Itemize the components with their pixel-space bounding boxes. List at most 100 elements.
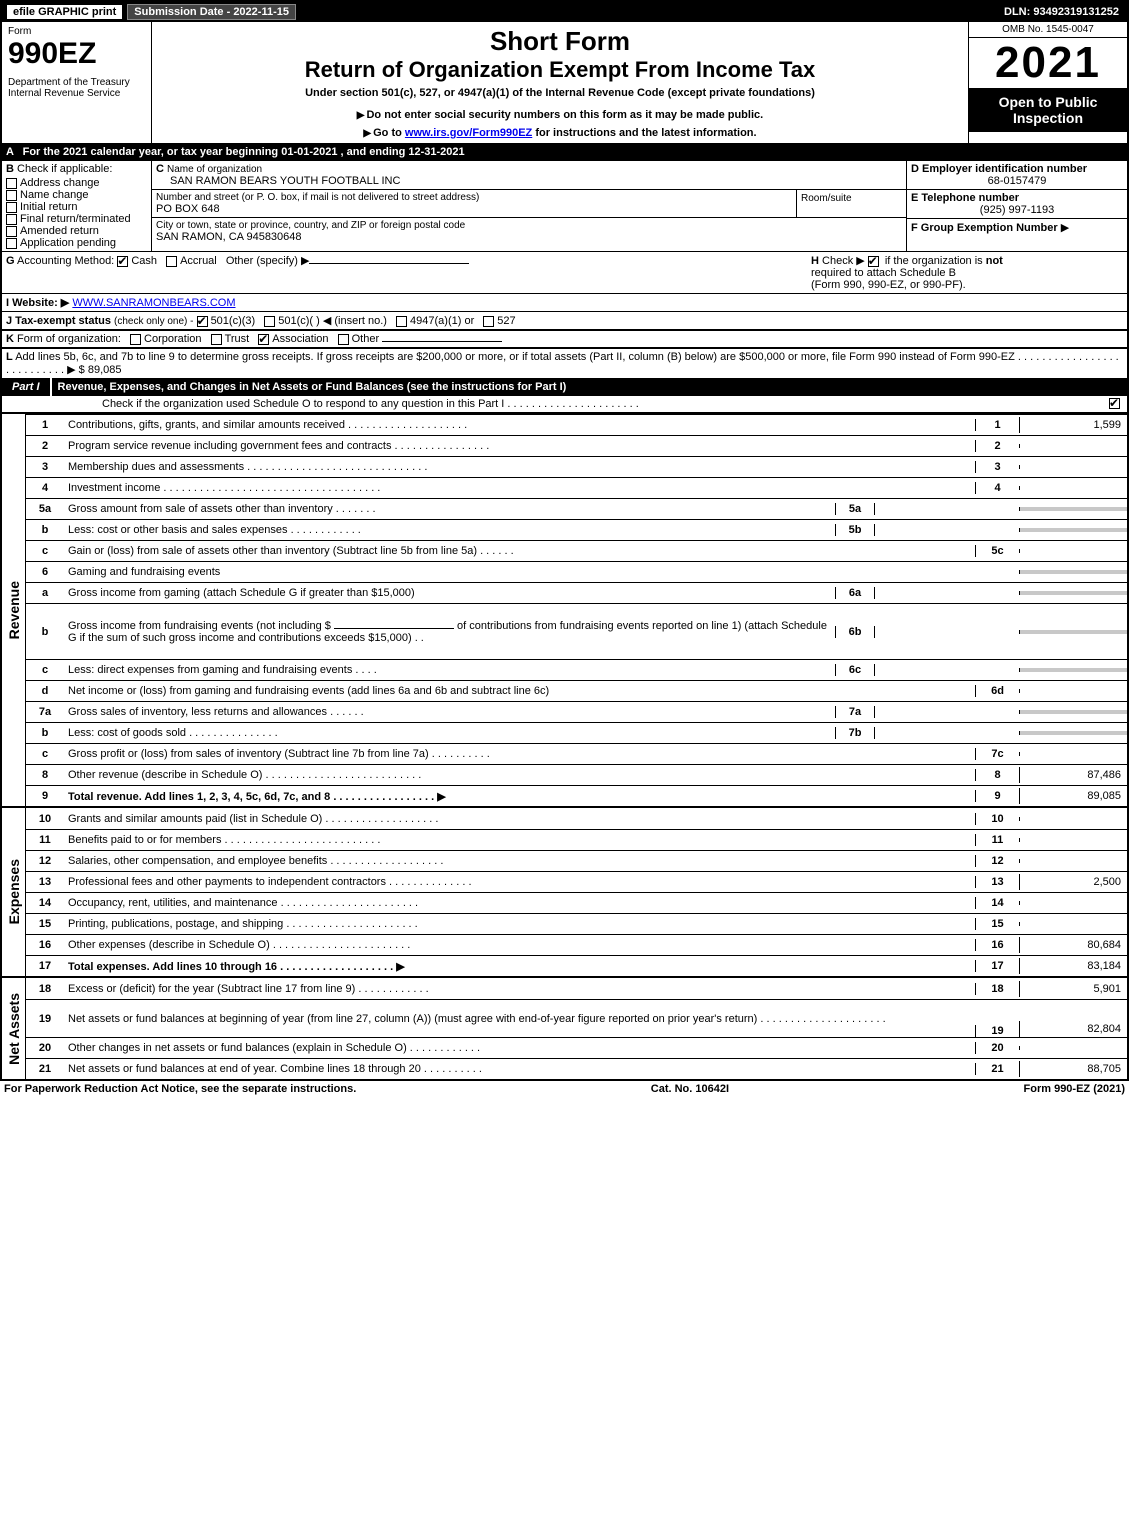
section-J: J Tax-exempt status (check only one) - 5… <box>2 311 1127 329</box>
ln12-box: 12 <box>975 855 1019 867</box>
ln7b-num: b <box>26 727 64 739</box>
phone: (925) 997-1193 <box>911 204 1123 216</box>
ln3-box: 3 <box>975 461 1019 473</box>
ln21-box: 21 <box>975 1063 1019 1075</box>
ln17-box: 17 <box>975 960 1019 972</box>
checkbox-assoc[interactable] <box>258 334 269 345</box>
other-org-line[interactable] <box>382 341 502 342</box>
submission-date: Submission Date - 2022-11-15 <box>127 4 296 20</box>
org-name: SAN RAMON BEARS YOUTH FOOTBALL INC <box>156 175 902 187</box>
K-text: Form of organization: <box>17 333 121 345</box>
H-not: not <box>986 255 1003 267</box>
ln6d-num: d <box>26 685 64 697</box>
ln6b-desc: Gross income from fundraising events (no… <box>64 618 835 646</box>
section-L: L Add lines 5b, 6c, and 7b to line 9 to … <box>2 347 1127 378</box>
topbar: efile GRAPHIC print Submission Date - 20… <box>2 2 1127 22</box>
J-label: J Tax-exempt status <box>6 315 111 327</box>
ln7b-val <box>1019 731 1127 735</box>
ln5a-sub: 5a <box>835 503 875 515</box>
ln3-desc: Membership dues and assessments . . . . … <box>64 459 975 475</box>
ln3-val <box>1019 465 1127 469</box>
ln11-val <box>1019 838 1127 842</box>
checkbox-cash[interactable] <box>117 256 128 267</box>
header-left: Form 990EZ Department of the Treasury In… <box>2 22 152 143</box>
part-I-header: Part I Revenue, Expenses, and Changes in… <box>2 378 1127 396</box>
ln8-val: 87,486 <box>1019 767 1127 783</box>
K-label: K <box>6 333 14 345</box>
checkbox-other-org[interactable] <box>338 334 349 345</box>
irs-link[interactable]: www.irs.gov/Form990EZ <box>405 127 532 139</box>
form-word: Form <box>8 26 145 37</box>
H-text2: if the organization is <box>885 255 986 267</box>
ln6a-desc: Gross income from gaming (attach Schedul… <box>64 585 835 601</box>
under-section: Under section 501(c), 527, or 4947(a)(1)… <box>160 87 960 99</box>
ln8-box: 8 <box>975 769 1019 781</box>
ln6c-num: c <box>26 664 64 676</box>
ln6c-desc: Less: direct expenses from gaming and fu… <box>64 662 835 678</box>
header-middle: Short Form Return of Organization Exempt… <box>152 22 969 143</box>
ln8-num: 8 <box>26 769 64 781</box>
ln6c-val <box>1019 668 1127 672</box>
ln7b-desc: Less: cost of goods sold . . . . . . . .… <box>64 725 835 741</box>
ln6-num: 6 <box>26 566 64 578</box>
L-text: Add lines 5b, 6c, and 7b to line 9 to de… <box>6 351 1119 376</box>
ln20-desc: Other changes in net assets or fund bala… <box>64 1040 975 1056</box>
city: SAN RAMON, CA 945830648 <box>156 231 902 243</box>
ln14-val <box>1019 901 1127 905</box>
checkbox-trust[interactable] <box>211 334 222 345</box>
ln20-num: 20 <box>26 1042 64 1054</box>
ln10-val <box>1019 817 1127 821</box>
G-other: Other (specify) ▶ <box>226 255 310 267</box>
entity-block: B Check if applicable: Address change Na… <box>2 160 1127 251</box>
ln9-box: 9 <box>975 790 1019 802</box>
checkbox-schedO[interactable] <box>1109 398 1120 409</box>
checkbox-app-pending[interactable] <box>6 238 17 249</box>
checkbox-501c3[interactable] <box>197 316 208 327</box>
6b-amount-line[interactable] <box>334 628 454 629</box>
G-label: G <box>6 255 15 267</box>
arrow-icon <box>363 127 373 139</box>
revenue-label: Revenue <box>6 581 22 639</box>
website-link[interactable]: WWW.SANRAMONBEARS.COM <box>72 297 235 309</box>
checkbox-501c[interactable] <box>264 316 275 327</box>
K-o1: Corporation <box>144 333 201 345</box>
ln9-val: 89,085 <box>1019 788 1127 804</box>
ln5a-num: 5a <box>26 503 64 515</box>
ln5a-desc: Gross amount from sale of assets other t… <box>64 501 835 517</box>
ln4-num: 4 <box>26 482 64 494</box>
checkbox-amended[interactable] <box>6 226 17 237</box>
ln2-val <box>1019 444 1127 448</box>
J-o4: 527 <box>497 315 515 327</box>
J-o3: 4947(a)(1) or <box>410 315 474 327</box>
checkbox-corp[interactable] <box>130 334 141 345</box>
revenue-section: Revenue 1Contributions, gifts, grants, a… <box>2 412 1127 806</box>
dln: DLN: 93492319131252 <box>996 6 1127 18</box>
ln9-num: 9 <box>26 790 64 802</box>
checkbox-4947[interactable] <box>396 316 407 327</box>
H-check: Check ▶ <box>822 255 865 267</box>
footer-right: Form 990-EZ (2021) <box>1024 1083 1125 1095</box>
checkbox-527[interactable] <box>483 316 494 327</box>
K-o4: Other <box>352 333 380 345</box>
checkbox-final-return[interactable] <box>6 214 17 225</box>
ln17-num: 17 <box>26 960 64 972</box>
ln1-num: 1 <box>26 419 64 431</box>
ln5c-desc: Gain or (loss) from sale of assets other… <box>64 543 975 559</box>
ln6c-sub: 6c <box>835 664 875 676</box>
ln4-val <box>1019 486 1127 490</box>
checkbox-name-change[interactable] <box>6 190 17 201</box>
checkbox-address-change[interactable] <box>6 178 17 189</box>
D-label: D Employer identification number <box>911 163 1087 175</box>
ln18-desc: Excess or (deficit) for the year (Subtra… <box>64 981 975 997</box>
J-note: (check only one) - <box>114 316 193 327</box>
ln2-num: 2 <box>26 440 64 452</box>
ln7a-num: 7a <box>26 706 64 718</box>
form-990ez-page: efile GRAPHIC print Submission Date - 20… <box>0 0 1129 1081</box>
form-number: 990EZ <box>8 37 145 71</box>
checkbox-schedB[interactable] <box>868 256 879 267</box>
other-specify-line[interactable] <box>309 263 469 264</box>
checkbox-accrual[interactable] <box>166 256 177 267</box>
checkbox-initial-return[interactable] <box>6 202 17 213</box>
ln8-desc: Other revenue (describe in Schedule O) .… <box>64 767 975 783</box>
ln7a-desc: Gross sales of inventory, less returns a… <box>64 704 835 720</box>
